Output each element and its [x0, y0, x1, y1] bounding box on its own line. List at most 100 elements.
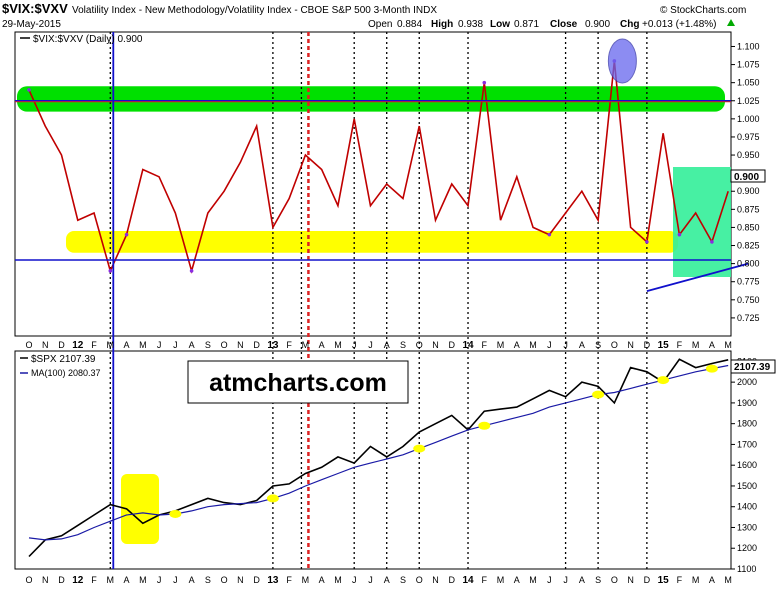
spx-x-tick-label: F	[286, 575, 292, 585]
spx-x-tick-label: A	[319, 575, 325, 585]
spx-x-tick-label: F	[91, 575, 97, 585]
ratio-legend-label: $VIX:$VXV (Daily) 0.900	[33, 34, 143, 45]
spx-x-tick-label: D	[253, 575, 260, 585]
ratio-x-tick-label: J	[157, 340, 162, 350]
spx-x-tick-label: M	[724, 575, 732, 585]
ma-touch-marker	[266, 494, 279, 503]
spx-y-tick-label: 1500	[737, 481, 757, 491]
spx-x-tick-label: S	[205, 575, 211, 585]
ratio-legend: $VIX:$VXV (Daily) 0.900	[20, 34, 143, 45]
spx-x-tick-label: N	[627, 575, 634, 585]
ratio-x-tick-label: M	[497, 340, 505, 350]
ratio-x-tick-label: D	[58, 340, 65, 350]
ratio-x-tick-label: O	[416, 340, 423, 350]
ratio-x-tick-label: O	[25, 340, 32, 350]
ma-legend-label: MA(100) 2080.37	[31, 368, 101, 378]
spx-x-tick-label: A	[709, 575, 715, 585]
ratio-y-tick-label: 1.000	[737, 114, 760, 124]
spx-y-tick-label: 1800	[737, 419, 757, 429]
spx-x-tick-label: F	[677, 575, 683, 585]
ratio-point	[710, 240, 714, 244]
spx-x-tick-label: 15	[658, 575, 670, 586]
chart-symbol: $VIX:$VXV	[2, 1, 68, 16]
ratio-x-tick-label: A	[189, 340, 195, 350]
spx-x-tick-label: M	[497, 575, 505, 585]
ma-touch-marker	[413, 444, 426, 453]
spike-ellipse	[607, 38, 637, 84]
ratio-x-tick-label: M	[302, 340, 310, 350]
low-value: 0.871	[514, 19, 539, 30]
spx-y-tick-label: 1400	[737, 502, 757, 512]
ratio-x-tick-label: J	[563, 340, 568, 350]
ratio-y-tick-label: 1.100	[737, 41, 760, 51]
spx-yellow-highlight	[121, 474, 159, 544]
chg-label: Chg	[620, 19, 639, 30]
ratio-y-tick-label: 0.775	[737, 277, 760, 287]
ratio-y-tick-label: 0.975	[737, 132, 760, 142]
spx-x-tick-label: F	[482, 575, 488, 585]
ratio-x-tick-label: A	[709, 340, 715, 350]
spx-x-tick-label: J	[368, 575, 373, 585]
ratio-x-tick-label: 13	[267, 340, 279, 351]
ratio-y-tick-label: 0.800	[737, 259, 760, 269]
ratio-x-tick-label: A	[579, 340, 585, 350]
ma-touch-marker	[169, 509, 182, 518]
close-label: Close	[550, 19, 578, 30]
ratio-y-tick-label: 0.850	[737, 222, 760, 232]
yellow-zone-band	[66, 231, 678, 253]
spx-x-tick-label: S	[595, 575, 601, 585]
ratio-y-tick-label: 0.725	[737, 313, 760, 323]
spx-x-tick-label: N	[237, 575, 244, 585]
high-label: High	[431, 19, 453, 30]
ratio-x-tick-label: J	[368, 340, 373, 350]
spx-x-tick-label: 13	[267, 575, 279, 586]
spx-legend-label: $SPX 2107.39	[31, 354, 96, 365]
low-label: Low	[490, 19, 510, 30]
ratio-x-tick-label: F	[286, 340, 292, 350]
up-arrow-icon	[727, 19, 735, 26]
watermark-box: atmcharts.com	[187, 360, 409, 404]
ratio-x-tick-label: M	[692, 340, 700, 350]
ratio-x-tick-label: D	[253, 340, 260, 350]
ratio-x-tick-label: N	[627, 340, 634, 350]
ratio-y-tick-label: 0.825	[737, 241, 760, 251]
ma-touch-marker	[478, 421, 491, 430]
stockcharts-brand[interactable]: © StockCharts.com	[660, 5, 746, 16]
spx-last-value: 2107.39	[734, 362, 771, 373]
ratio-x-tick-label: O	[221, 340, 228, 350]
ratio-point	[27, 88, 31, 92]
ratio-y-tick-label: 0.875	[737, 204, 760, 214]
spx-y-tick-label: 2000	[737, 377, 757, 387]
spx-x-tick-label: J	[157, 575, 162, 585]
spx-y-tick-label: 1600	[737, 460, 757, 470]
spx-y-tick-label: 1700	[737, 439, 757, 449]
spx-last-value-flag: 2107.39	[730, 359, 776, 374]
x-axis: OONNDD1212FFMMAAMMJJJJAASSOONNDD1313FFMM…	[25, 340, 731, 586]
ratio-y-tick-label: 0.950	[737, 150, 760, 160]
spx-legend: $SPX 2107.39 MA(100) 2080.37	[20, 354, 101, 378]
chart-date: 29-May-2015	[2, 19, 61, 30]
ratio-x-tick-label: M	[107, 340, 115, 350]
spx-x-tick-label: O	[611, 575, 618, 585]
spx-x-tick-label: N	[432, 575, 439, 585]
ratio-x-tick-label: F	[91, 340, 97, 350]
spx-y-tick-label: 1300	[737, 522, 757, 532]
spx-x-tick-label: 12	[72, 575, 84, 586]
spx-x-tick-label: M	[107, 575, 115, 585]
ratio-x-tick-label: D	[644, 340, 651, 350]
spx-x-tick-label: M	[334, 575, 342, 585]
spx-x-tick-label: 14	[462, 575, 474, 586]
ratio-point	[677, 232, 682, 237]
ratio-y-tick-label: 1.050	[737, 78, 760, 88]
ratio-x-tick-label: S	[205, 340, 211, 350]
spx-x-tick-label: N	[42, 575, 49, 585]
ratio-x-tick-label: S	[595, 340, 601, 350]
ma-touch-marker	[657, 376, 670, 385]
ratio-y-tick-label: 1.025	[737, 96, 760, 106]
ratio-x-tick-label: 12	[72, 340, 84, 351]
ratio-x-tick-label: J	[173, 340, 178, 350]
ratio-x-tick-label: F	[677, 340, 683, 350]
ratio-x-tick-label: 15	[658, 340, 670, 351]
spx-x-tick-label: A	[189, 575, 195, 585]
